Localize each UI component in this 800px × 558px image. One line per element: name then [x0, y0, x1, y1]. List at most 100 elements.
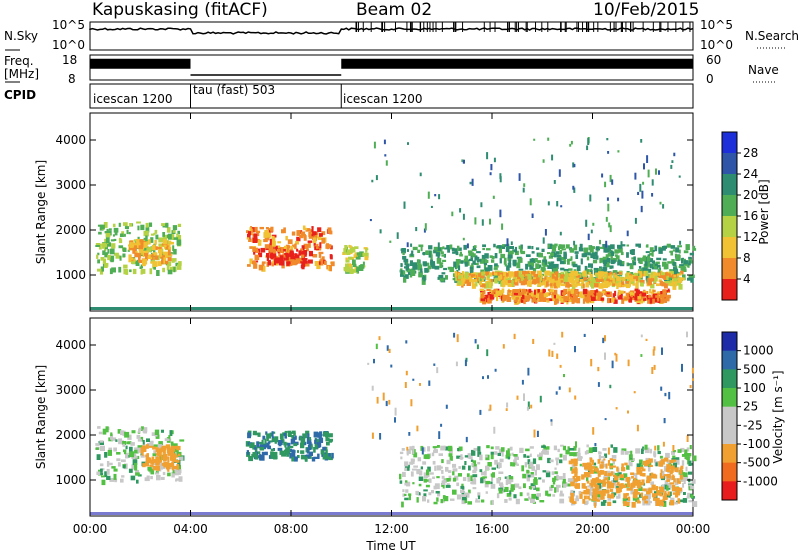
data-cell: [594, 443, 597, 447]
data-cell: [165, 462, 169, 468]
data-cell: [540, 266, 546, 272]
data-cell: [255, 250, 259, 253]
data-cell: [427, 499, 430, 503]
data-cell: [122, 253, 126, 258]
data-cell: [507, 280, 512, 283]
data-cell: [592, 492, 597, 499]
data-cell: [688, 260, 691, 266]
data-cell: [571, 280, 576, 286]
data-cell: [506, 493, 512, 497]
data-cell: [558, 278, 561, 284]
data-cell: [642, 268, 648, 272]
data-cell: [563, 258, 566, 265]
data-cell: [569, 143, 572, 147]
nave-tick-high: 60: [706, 53, 721, 67]
data-cell: [596, 492, 601, 498]
data-cell: [412, 246, 418, 251]
data-cell: [609, 225, 612, 233]
data-cell: [605, 254, 609, 260]
data-cell: [543, 293, 548, 298]
data-cell: [432, 446, 438, 449]
data-cell: [246, 450, 249, 455]
data-cell: [640, 139, 643, 143]
data-cell: [433, 249, 438, 254]
data-cell: [145, 226, 150, 233]
data-cell: [317, 246, 322, 250]
data-cell: [554, 243, 558, 247]
data-cell: [414, 264, 418, 270]
data-cell: [247, 233, 251, 240]
data-cell: [531, 258, 534, 264]
data-cell: [655, 486, 658, 491]
data-cell: [610, 483, 615, 489]
data-cell: [630, 450, 633, 457]
data-cell: [461, 483, 464, 487]
data-cell: [567, 258, 570, 265]
data-cell: [636, 479, 641, 484]
data-cell: [496, 493, 500, 499]
data-cell: [610, 488, 614, 492]
data-cell: [615, 486, 620, 489]
data-cell: [547, 265, 552, 269]
data-cell: [162, 232, 165, 237]
data-cell: [593, 269, 599, 276]
data-cell: [121, 441, 127, 445]
data-cell: [379, 229, 382, 234]
data-cell: [563, 445, 566, 451]
data-cell: [671, 489, 676, 492]
data-cell: [657, 265, 661, 268]
data-cell: [586, 269, 590, 275]
data-cell: [687, 263, 690, 268]
data-cell: [461, 271, 465, 275]
data-cell: [124, 451, 127, 455]
colorbar-tick-label: 100: [743, 381, 766, 395]
data-cell: [678, 265, 682, 269]
data-cell: [525, 263, 529, 270]
data-cell: [286, 452, 290, 457]
data-cell: [579, 243, 583, 250]
data-cell: [427, 265, 431, 270]
data-cell: [511, 296, 516, 300]
data-cell: [152, 261, 158, 267]
data-cell: [155, 447, 159, 453]
data-cell: [153, 250, 156, 253]
data-cell: [518, 486, 522, 490]
data-cell: [509, 273, 513, 277]
data-cell: [677, 449, 682, 453]
data-cell: [624, 462, 628, 466]
data-cell: [531, 493, 537, 499]
data-cell: [385, 160, 388, 166]
data-cell: [553, 342, 556, 345]
data-cell: [157, 451, 161, 455]
data-cell: [502, 296, 505, 302]
data-cell: [494, 264, 499, 268]
data-cell: [134, 449, 139, 453]
data-cell: [640, 334, 643, 338]
data-cell: [354, 252, 358, 257]
data-cell: [171, 471, 175, 478]
data-cell: [539, 500, 545, 503]
data-cell: [494, 277, 498, 284]
data-cell: [624, 498, 630, 502]
data-cell: [672, 261, 677, 267]
data-cell: [672, 455, 676, 461]
data-cell: [256, 446, 262, 449]
data-cell: [619, 474, 624, 478]
data-cell: [500, 282, 503, 287]
data-cell: [625, 283, 631, 289]
colorbar-swatch: [722, 406, 737, 426]
data-cell: [507, 292, 513, 297]
data-cell: [389, 240, 392, 243]
data-cell: [480, 298, 485, 302]
data-cell: [410, 243, 413, 247]
data-cell: [557, 258, 562, 262]
data-cell: [649, 288, 652, 293]
data-cell: [134, 245, 137, 252]
data-cell: [295, 240, 299, 245]
data-cell: [679, 240, 682, 245]
data-cell: [177, 235, 182, 241]
data-cell: [459, 208, 462, 213]
data-cell: [450, 498, 455, 501]
data-cell: [162, 224, 166, 228]
